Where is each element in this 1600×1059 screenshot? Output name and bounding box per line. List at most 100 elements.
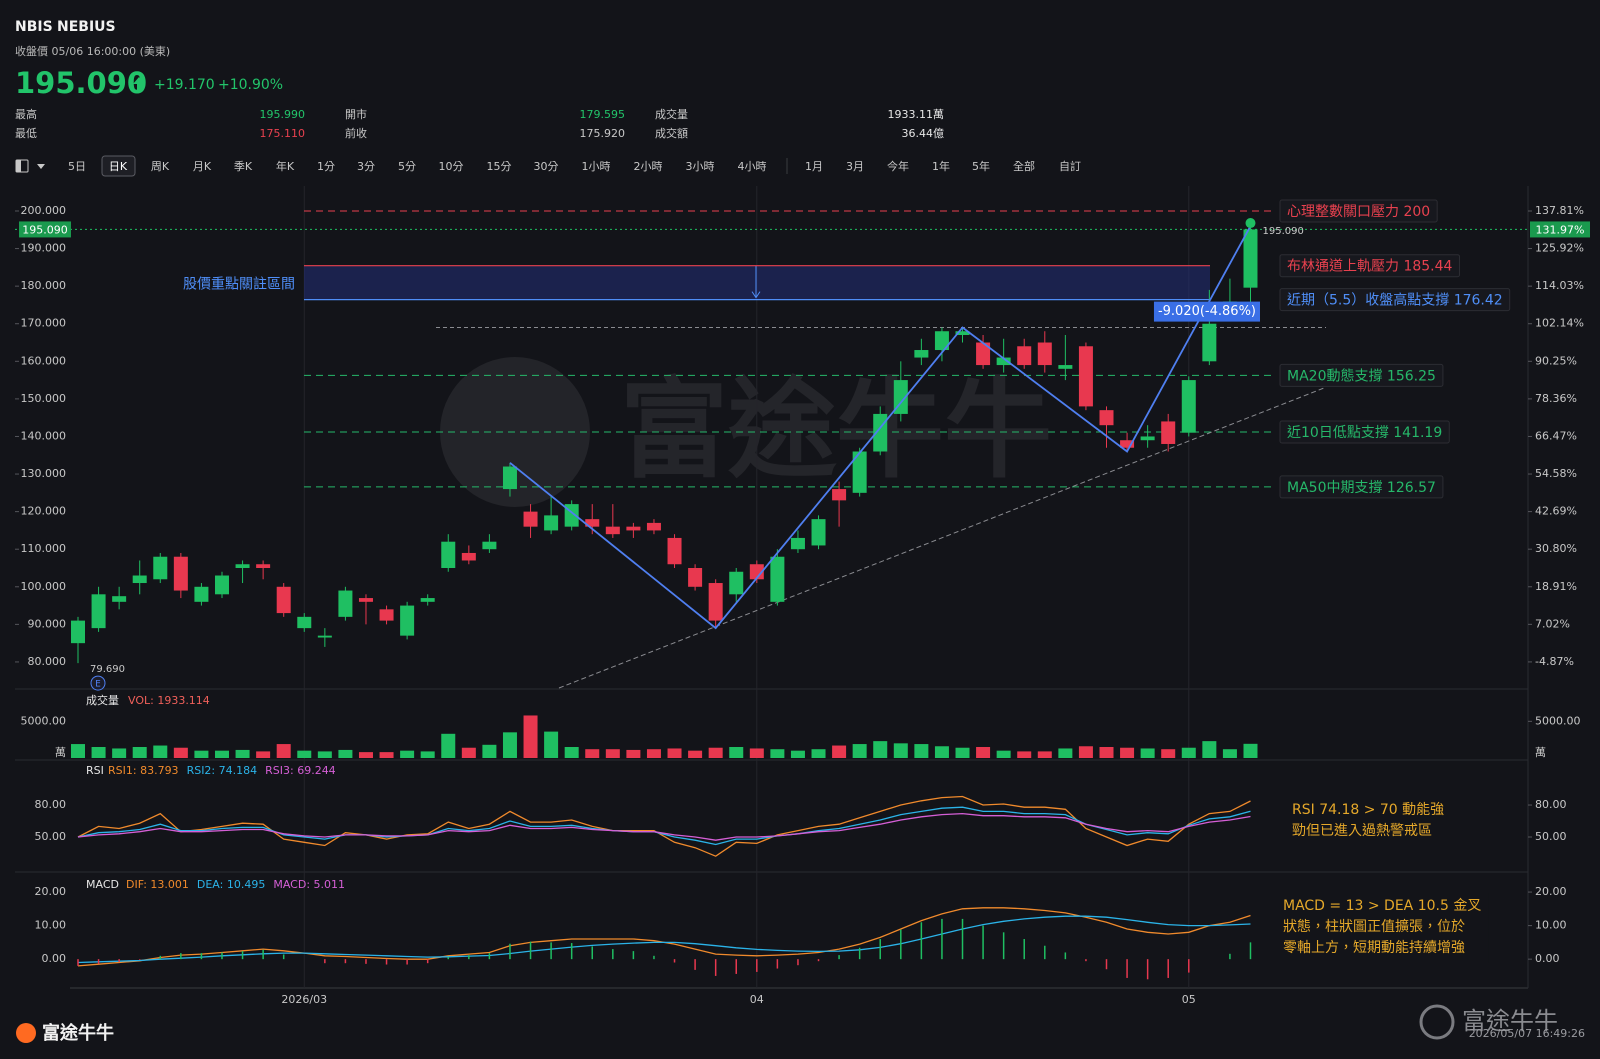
toolbar-label[interactable]: 5分 (398, 160, 416, 173)
indicator-line (77, 915, 1251, 964)
toolbar-label[interactable]: 1月 (805, 160, 823, 173)
toolbar-item[interactable]: 今年 (887, 159, 909, 173)
toolbar-item[interactable]: 30分 (534, 160, 559, 173)
layout-toggle[interactable] (15, 159, 45, 173)
y2-tick-label: -4.87% (1535, 655, 1574, 668)
toolbar-item[interactable]: 3小時 (686, 160, 715, 173)
level-label-box (1279, 420, 1450, 444)
toolbar-label[interactable]: 自訂 (1059, 159, 1081, 173)
event-marker-label[interactable]: E (95, 680, 101, 690)
toolbar-item[interactable]: 2小時 (634, 160, 663, 173)
watermark-text: 富途牛牛 (620, 368, 1052, 493)
high-marker (1245, 218, 1256, 229)
toolbar-item[interactable]: 月K (193, 160, 212, 173)
toolbar-label[interactable]: 1年 (932, 159, 950, 173)
dropdown-caret (37, 164, 45, 169)
stat-label: 開市 (345, 107, 367, 121)
toolbar-item[interactable]: 3月 (846, 160, 864, 173)
event-marker[interactable] (90, 675, 106, 691)
candle-body (153, 556, 168, 580)
toolbar-item[interactable]: 1小時 (582, 160, 611, 173)
candle-body (297, 616, 312, 629)
toolbar-item[interactable]: 1年 (932, 159, 950, 173)
candle-body (132, 575, 147, 584)
candle-body (996, 357, 1011, 366)
toolbar-item[interactable]: 季K (234, 160, 253, 173)
toolbar-item[interactable]: 1分 (317, 160, 335, 173)
candle-body (358, 598, 373, 602)
toolbar-label[interactable]: 3分 (357, 160, 375, 173)
volume-bar (749, 748, 764, 758)
legend-entry: VOL: 1933.114 (128, 694, 210, 707)
toolbar-label[interactable]: 30分 (534, 160, 559, 173)
stat-label: 最低 (15, 126, 37, 140)
candle-body (256, 564, 271, 568)
note: MACD = 13 > DEA 10.5 金叉 (1283, 898, 1481, 914)
toolbar-label[interactable]: 5年 (972, 159, 990, 173)
toolbar-label[interactable]: 5日 (68, 160, 86, 173)
toolbar-item[interactable]: 5分 (398, 160, 416, 173)
legend-entry: RSI1: 83.793 (108, 764, 179, 777)
toolbar-item[interactable]: 自訂 (1059, 159, 1081, 173)
volume-bar (1202, 741, 1217, 758)
candle-body (91, 594, 106, 629)
candle-body (770, 556, 785, 602)
toolbar-label[interactable]: 日K (109, 160, 128, 173)
toolbar-label[interactable]: 3月 (846, 160, 864, 173)
toolbar-item[interactable]: 5年 (972, 159, 990, 173)
toolbar-label[interactable]: 季K (234, 160, 253, 173)
toolbar-label[interactable]: 全部 (1013, 159, 1035, 173)
y2-tick-label: 78.36% (1535, 392, 1577, 405)
volume-bar (1099, 747, 1114, 758)
y-tick-label-right: 0.00 (1535, 952, 1560, 965)
toolbar-label[interactable]: 1小時 (582, 160, 611, 173)
toolbar-label[interactable]: 月K (193, 160, 212, 173)
toolbar-item[interactable]: 周K (151, 160, 170, 173)
toolbar-label[interactable]: 4小時 (738, 160, 767, 173)
candle-body (790, 537, 805, 550)
measure-label: -9.020(-4.86%) (1158, 304, 1256, 319)
candle-body (1202, 323, 1217, 362)
toolbar-item[interactable]: 1月 (805, 160, 823, 173)
level-label-box (1279, 254, 1461, 278)
y2-tick-label: 137.81% (1535, 204, 1584, 217)
y-tick-label-right: 80.00 (1535, 798, 1567, 811)
volume-bar (832, 745, 847, 758)
toolbar-item[interactable]: 全部 (1013, 159, 1035, 173)
volume-bar (173, 747, 188, 758)
volume-bar (276, 744, 291, 758)
toolbar-label[interactable]: 2小時 (634, 160, 663, 173)
candle-body (708, 583, 723, 621)
level-label: 近10日低點支撐 141.19 (1287, 425, 1442, 441)
toolbar-selected (101, 155, 136, 177)
y2-tick-label: 30.80% (1535, 542, 1577, 555)
price: 195.090 (15, 66, 147, 100)
toolbar-label[interactable]: 1分 (317, 160, 335, 173)
legend-entry: MACD: 5.011 (273, 878, 345, 891)
y-tick-label: 50.00 (35, 830, 67, 843)
stat-label: 最高 (15, 107, 37, 121)
candle-body (1037, 342, 1052, 366)
candle-body (832, 489, 847, 501)
toolbar-label[interactable]: 年K (276, 159, 295, 173)
toolbar-item[interactable]: 3分 (357, 160, 375, 173)
candle-body (976, 342, 991, 366)
volume-bar (626, 749, 641, 758)
footer-watermark-logo (1419, 1004, 1455, 1040)
toolbar-item[interactable]: 5日 (68, 160, 86, 173)
toolbar-item[interactable]: 年K (276, 159, 295, 173)
candle-body (112, 596, 127, 602)
candle-body (1099, 410, 1114, 426)
toolbar-label[interactable]: 10分 (439, 160, 464, 173)
toolbar-item[interactable]: 15分 (487, 160, 512, 173)
toolbar-item[interactable]: 4小時 (738, 160, 767, 173)
level-label-box (1279, 288, 1511, 312)
candle-body (173, 556, 188, 591)
toolbar-label[interactable]: 今年 (887, 159, 909, 173)
toolbar-label[interactable]: 周K (151, 160, 170, 173)
toolbar-label[interactable]: 15分 (487, 160, 512, 173)
toolbar-item[interactable]: 日K (101, 155, 136, 177)
toolbar-item[interactable]: 10分 (439, 160, 464, 173)
toolbar-label[interactable]: 3小時 (686, 160, 715, 173)
